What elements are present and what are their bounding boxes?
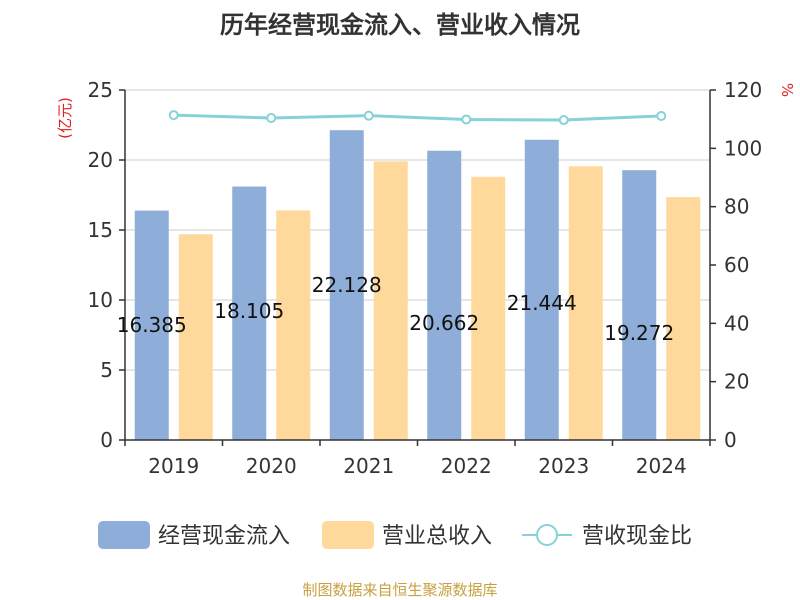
left-tick-label: 15: [88, 218, 113, 242]
x-tick-label: 2021: [343, 454, 394, 478]
bars: [134, 130, 701, 441]
ratio-point: [656, 110, 667, 121]
chart-title: 历年经营现金流入、营业收入情况: [220, 11, 580, 39]
ratio-point: [363, 110, 374, 121]
right-axis-unit: %: [778, 83, 796, 97]
x-tick-label: 2020: [246, 454, 297, 478]
data-label: 19.272: [604, 321, 674, 345]
bar-revenue: [276, 210, 311, 440]
right-tick-label: 120: [724, 78, 762, 102]
bar-cash-inflow: [329, 130, 364, 440]
legend-swatch: [322, 521, 374, 549]
right-tick-label: 60: [724, 253, 749, 277]
right-tick-label: 80: [724, 195, 749, 219]
right-tick-label: 100: [724, 136, 762, 160]
data-label: 22.128: [312, 273, 382, 297]
left-tick-label: 5: [100, 358, 113, 382]
gridlines: [125, 89, 710, 371]
left-tick-label: 25: [88, 78, 113, 102]
bar-cash-inflow: [427, 150, 462, 440]
bar-revenue: [471, 176, 506, 441]
legend-item-ratio: 营收现金比: [522, 524, 692, 549]
legend-label: 营业总收入: [382, 524, 492, 549]
legend-item-cash-inflow: 经营现金流入: [98, 521, 290, 549]
legend-label: 营收现金比: [582, 524, 692, 549]
data-label: 20.662: [409, 311, 479, 335]
bar-cash-inflow: [622, 170, 657, 440]
x-tick-label: 2024: [636, 454, 687, 478]
bar-revenue: [178, 234, 213, 440]
legend-label: 经营现金流入: [158, 524, 290, 549]
left-tick-label: 20: [88, 148, 113, 172]
legend-marker: [536, 524, 558, 546]
data-label: 21.444: [507, 291, 577, 315]
bar-revenue: [568, 166, 603, 441]
legend: 经营现金流入 营业总收入 营收现金比: [98, 521, 692, 549]
data-label: 18.105: [214, 299, 284, 323]
x-tick-label: 2019: [148, 454, 199, 478]
ratio-point: [558, 115, 569, 126]
ratio-point: [461, 114, 472, 125]
ratio-line-path: [173, 113, 662, 122]
ratio-point: [168, 110, 179, 121]
right-tick-label: 0: [724, 428, 737, 452]
x-tick-label: 2023: [538, 454, 589, 478]
source-note: 制图数据来自恒生聚源数据库: [302, 581, 497, 599]
ratio-line: [168, 110, 667, 126]
bar-cash-inflow: [232, 186, 267, 440]
ratio-point: [266, 113, 277, 123]
left-tick-label: 10: [88, 288, 113, 312]
right-tick-label: 40: [724, 311, 749, 335]
bar-cash-inflow: [134, 210, 169, 440]
axes: 0 5 10 15 20 25 0 20 40 60 80 100 120 2019 2020 2021 202…: [88, 78, 763, 478]
x-tick-label: 2022: [441, 454, 492, 478]
bar-cash-inflow: [524, 139, 559, 440]
legend-item-revenue: 营业总收入: [322, 521, 492, 549]
bar-revenue: [373, 161, 408, 440]
legend-swatch: [98, 521, 150, 549]
left-axis-unit: (亿元): [56, 97, 74, 139]
right-tick-label: 20: [724, 370, 749, 394]
data-label: 16.385: [117, 313, 187, 337]
data-labels: 16.385 18.105 22.128 20.662 21.444 19.272: [117, 273, 674, 345]
left-tick-label: 0: [100, 428, 113, 452]
bar-revenue: [666, 197, 701, 440]
